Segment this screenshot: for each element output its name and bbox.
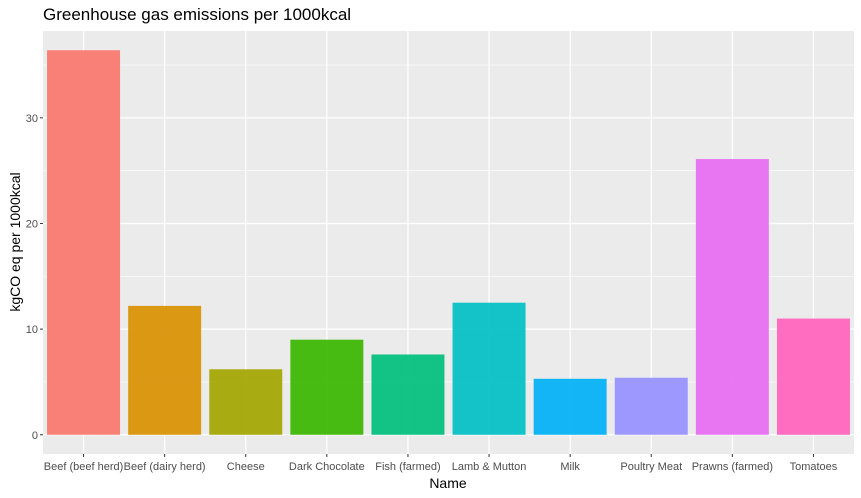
- x-tick-label: Prawns (farmed): [692, 461, 773, 473]
- bar: [614, 377, 688, 435]
- x-tick-label: Cheese: [227, 461, 265, 473]
- bar: [209, 369, 283, 435]
- bar: [47, 50, 121, 435]
- y-axis: 0 10 20 30: [26, 113, 43, 442]
- chart-title: Greenhouse gas emissions per 1000kcal: [43, 5, 351, 24]
- y-tick-label: 20: [26, 218, 38, 230]
- bars: [47, 50, 850, 435]
- x-tick-label: Tomatoes: [790, 461, 838, 473]
- x-tick-label: Fish (farmed): [375, 461, 440, 473]
- y-tick-label: 0: [32, 430, 38, 442]
- y-tick-label: 10: [26, 324, 38, 336]
- x-tick-label: Milk: [560, 461, 580, 473]
- bar: [128, 305, 202, 435]
- x-tick-label: Poultry Meat: [620, 461, 682, 473]
- bar: [371, 354, 445, 435]
- y-axis-title: kgCO eq per 1000kcal: [7, 172, 23, 311]
- x-axis-title: Name: [429, 475, 467, 491]
- x-tick-label: Lamb & Mutton: [452, 461, 527, 473]
- bar: [776, 318, 850, 435]
- x-tick-label: Beef (beef herd): [44, 461, 124, 473]
- y-tick-label: 30: [26, 113, 38, 125]
- x-tick-label: Dark Chocolate: [289, 461, 365, 473]
- bar: [695, 159, 769, 435]
- x-tick-label: Beef (dairy herd): [124, 461, 206, 473]
- x-axis: Beef (beef herd) Beef (dairy herd) Cheese D…: [44, 454, 838, 473]
- bar: [533, 378, 607, 435]
- bar: [452, 302, 526, 435]
- bar: [290, 339, 364, 435]
